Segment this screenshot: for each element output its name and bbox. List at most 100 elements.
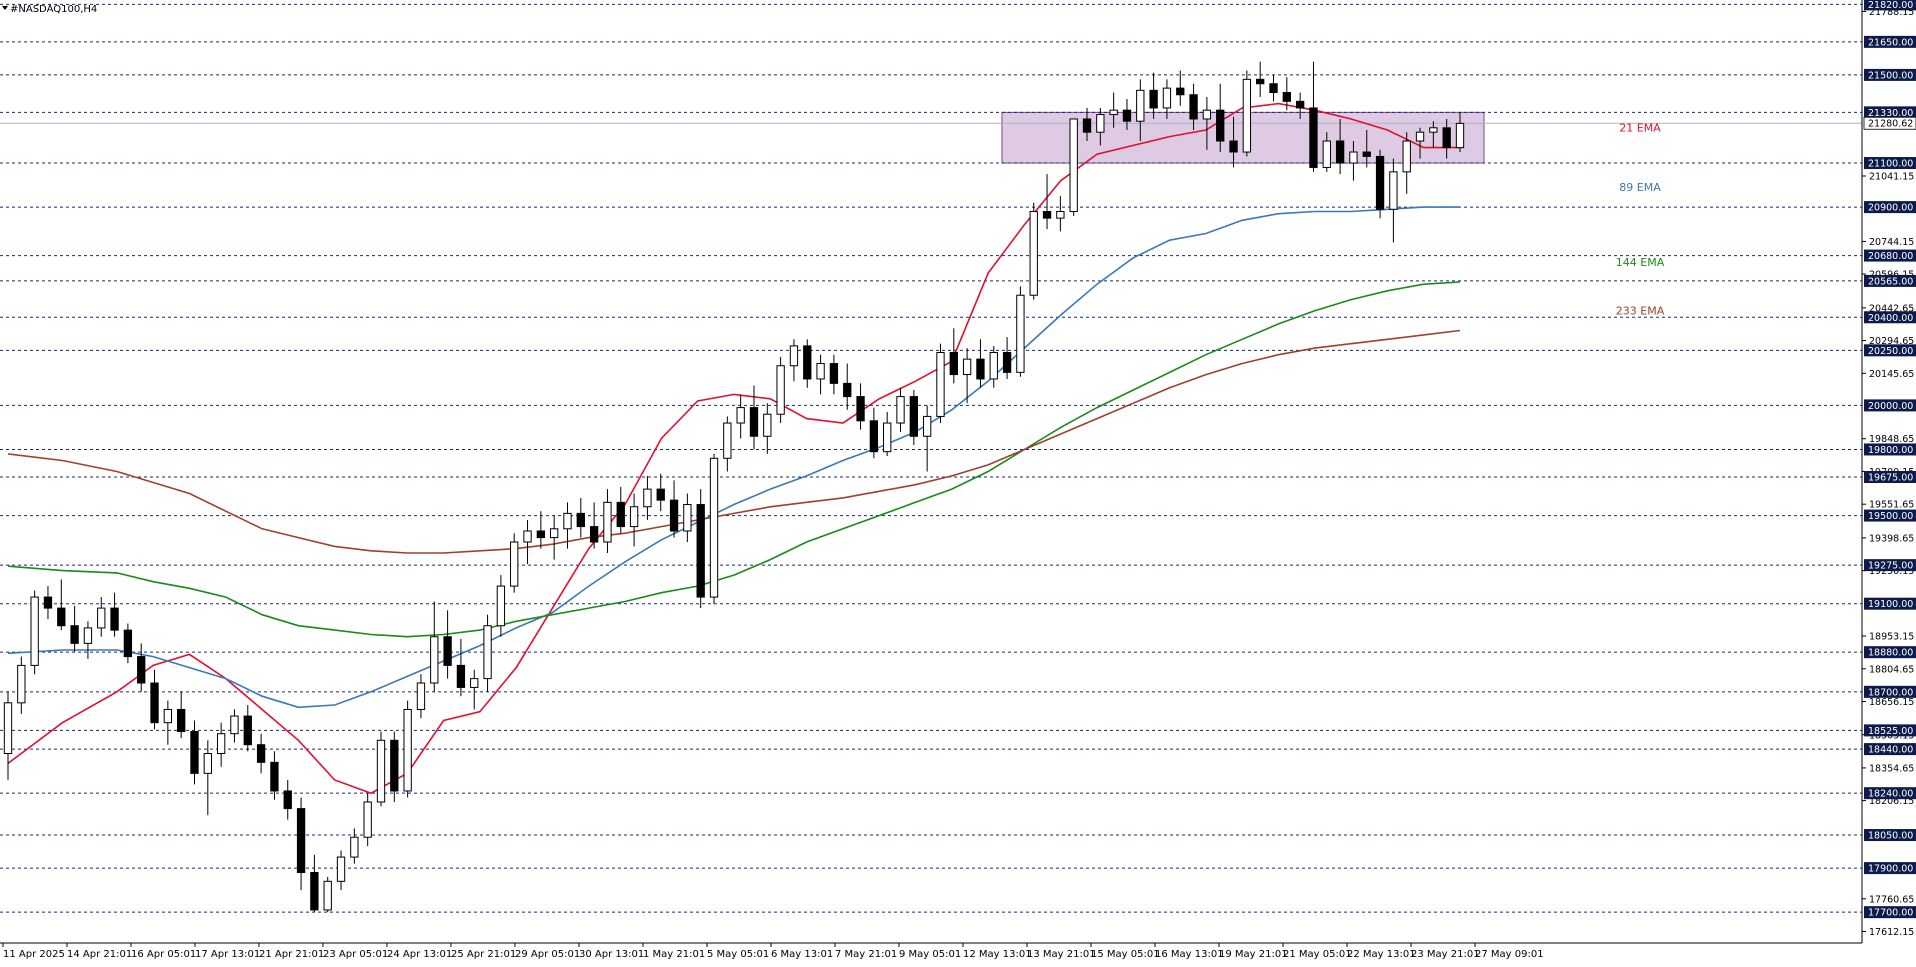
candle[interactable] — [856, 383, 865, 430]
candle[interactable] — [1442, 118, 1451, 159]
candle[interactable] — [203, 740, 212, 816]
candle[interactable] — [803, 339, 812, 388]
candle[interactable] — [163, 700, 173, 745]
candle[interactable] — [1455, 112, 1465, 153]
candle[interactable] — [589, 502, 599, 549]
candle[interactable] — [137, 643, 146, 692]
candle[interactable] — [1029, 202, 1038, 300]
candle[interactable] — [869, 407, 879, 459]
candle[interactable] — [216, 722, 226, 767]
chevron-down-icon[interactable] — [2, 6, 8, 10]
candle[interactable] — [363, 793, 372, 847]
candle[interactable] — [629, 493, 639, 547]
candle[interactable] — [1122, 99, 1132, 130]
candle[interactable] — [1375, 149, 1385, 219]
candle[interactable] — [1242, 70, 1252, 157]
candle[interactable] — [416, 674, 426, 719]
candle[interactable] — [296, 797, 306, 891]
candle[interactable] — [456, 638, 466, 697]
candle[interactable] — [1202, 96, 1212, 150]
candle[interactable] — [283, 779, 292, 820]
candle[interactable] — [1389, 158, 1398, 243]
candle[interactable] — [1096, 107, 1105, 146]
candle[interactable] — [696, 489, 705, 609]
candle[interactable] — [177, 691, 186, 739]
candle[interactable] — [576, 497, 585, 538]
candle[interactable] — [643, 475, 652, 520]
candle[interactable] — [909, 389, 918, 446]
candle[interactable] — [789, 339, 799, 382]
candle[interactable] — [483, 614, 492, 692]
candle[interactable] — [1042, 174, 1052, 230]
candle[interactable] — [1136, 79, 1145, 142]
candle[interactable] — [510, 533, 519, 593]
candle[interactable] — [496, 575, 506, 637]
candle[interactable] — [776, 356, 785, 424]
candle[interactable] — [709, 453, 719, 604]
candle[interactable] — [1282, 77, 1291, 111]
candle[interactable] — [150, 669, 159, 730]
candle[interactable] — [3, 691, 13, 780]
candle[interactable] — [70, 605, 79, 653]
candle[interactable] — [1256, 61, 1265, 97]
candle[interactable] — [1109, 92, 1118, 128]
candle[interactable] — [243, 705, 252, 752]
candle[interactable] — [323, 876, 332, 913]
candle[interactable] — [1322, 132, 1331, 172]
candle[interactable] — [336, 850, 346, 891]
candle[interactable] — [976, 339, 985, 388]
candle[interactable] — [962, 348, 972, 404]
candle[interactable] — [656, 473, 665, 512]
candle[interactable] — [683, 493, 692, 543]
candle[interactable] — [1429, 121, 1438, 148]
candle[interactable] — [723, 416, 732, 472]
candle[interactable] — [550, 515, 559, 560]
candle[interactable] — [1056, 196, 1065, 232]
candle[interactable] — [350, 828, 359, 864]
candle[interactable] — [110, 592, 119, 637]
candle[interactable] — [1269, 74, 1278, 102]
candle[interactable] — [843, 363, 852, 410]
candle[interactable] — [1216, 83, 1225, 153]
candle[interactable] — [1189, 83, 1198, 130]
candle[interactable] — [403, 700, 412, 798]
candle[interactable] — [763, 403, 772, 454]
candle[interactable] — [736, 394, 745, 439]
candle[interactable] — [883, 412, 892, 457]
candle[interactable] — [470, 669, 479, 710]
candle[interactable] — [1149, 72, 1158, 119]
candle[interactable] — [1349, 141, 1358, 181]
candle[interactable] — [1002, 337, 1012, 379]
candle[interactable] — [603, 489, 612, 554]
candle[interactable] — [989, 345, 998, 388]
candle[interactable] — [936, 343, 945, 424]
candle[interactable] — [1162, 79, 1172, 119]
candle[interactable] — [1362, 129, 1371, 168]
candle[interactable] — [749, 385, 759, 450]
candle[interactable] — [97, 597, 106, 637]
candle[interactable] — [669, 480, 679, 538]
candle[interactable] — [443, 610, 452, 679]
candle[interactable] — [57, 579, 66, 631]
candle[interactable] — [1229, 116, 1238, 168]
candle[interactable] — [230, 709, 239, 743]
candle[interactable] — [1335, 118, 1345, 175]
candle[interactable] — [896, 387, 905, 432]
candle[interactable] — [190, 720, 199, 785]
candle[interactable] — [949, 328, 958, 384]
candle[interactable] — [310, 854, 319, 913]
candle[interactable] — [922, 405, 932, 472]
candle[interactable] — [816, 354, 825, 395]
candle[interactable] — [523, 519, 532, 565]
candle[interactable] — [123, 623, 133, 664]
candle[interactable] — [1415, 127, 1425, 159]
candle[interactable] — [1176, 70, 1185, 106]
candle[interactable] — [17, 656, 26, 714]
candle[interactable] — [536, 511, 546, 549]
candle[interactable] — [256, 733, 266, 774]
candle[interactable] — [616, 486, 625, 534]
candle[interactable] — [1082, 107, 1092, 142]
candle[interactable] — [30, 590, 39, 675]
candle[interactable] — [1309, 61, 1318, 172]
